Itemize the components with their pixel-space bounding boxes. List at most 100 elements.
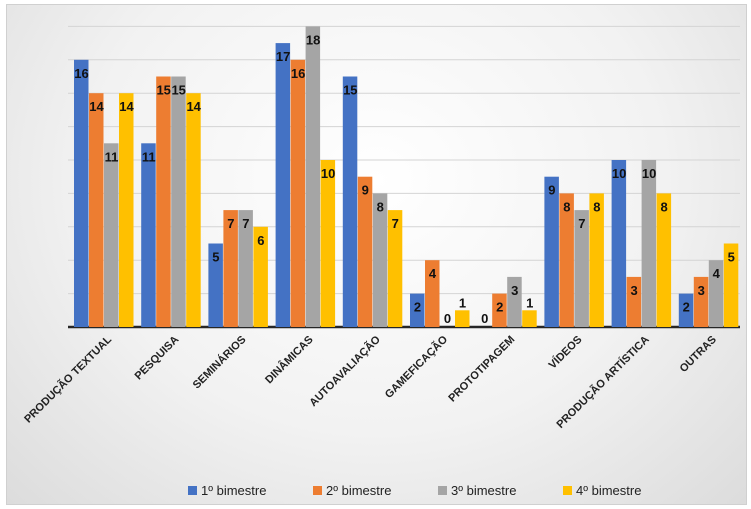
data-label: 14	[89, 99, 104, 114]
data-label: 15	[343, 83, 357, 98]
bar	[156, 76, 171, 327]
data-label: 15	[156, 83, 170, 98]
legend-label: 3º bimestre	[451, 483, 516, 498]
data-label: 7	[242, 216, 249, 231]
bar	[656, 193, 672, 327]
bar	[641, 160, 657, 327]
bar	[357, 176, 373, 327]
bars	[74, 26, 739, 328]
data-label: 2	[414, 300, 421, 315]
data-label: 8	[660, 199, 667, 214]
data-label: 0	[444, 311, 451, 326]
data-label: 4	[713, 266, 721, 281]
legend-swatch	[313, 486, 322, 495]
data-label: 16	[74, 66, 88, 81]
bar	[171, 76, 186, 327]
data-label: 1	[459, 295, 466, 310]
data-label: 15	[171, 83, 185, 98]
legend-swatch	[563, 486, 572, 495]
data-label: 6	[257, 233, 264, 248]
data-label: 3	[511, 283, 518, 298]
bar	[238, 210, 253, 327]
bar	[589, 193, 604, 327]
bar	[290, 59, 306, 328]
category-label: VÍDEOS	[546, 333, 585, 372]
bar	[559, 193, 574, 327]
data-label: 17	[276, 49, 290, 64]
data-label: 11	[142, 149, 156, 164]
bar	[455, 310, 470, 327]
legend-label: 2º bimestre	[326, 483, 391, 498]
bar	[208, 243, 223, 327]
bar	[522, 310, 537, 327]
bar	[708, 260, 724, 327]
data-label: 7	[227, 216, 234, 231]
bar	[574, 210, 589, 327]
category-label: GAMEFICAÇÃO	[382, 333, 450, 401]
bar	[611, 160, 627, 327]
legend: 1º bimestre 2º bimestre 3º bimestre 4º bime…	[188, 483, 641, 498]
data-label: 18	[306, 32, 320, 47]
bar	[372, 193, 388, 327]
data-label: 16	[291, 66, 305, 81]
bar	[693, 276, 709, 327]
bar	[723, 243, 739, 327]
data-label: 2	[496, 300, 503, 315]
bar	[119, 93, 134, 327]
category-labels: PRODUÇÃO TEXTUAL PESQUISA SEMINÁRIOS DINÂMI…	[22, 333, 719, 431]
bar	[507, 276, 522, 327]
data-label: 3	[630, 283, 637, 298]
data-label: 2	[683, 300, 690, 315]
data-label: 8	[377, 199, 384, 214]
data-label: 14	[186, 99, 201, 114]
legend-swatch	[438, 486, 447, 495]
data-label: 1	[526, 295, 533, 310]
data-label: 5	[728, 250, 735, 265]
data-label: 11	[105, 149, 119, 164]
data-label: 5	[212, 250, 219, 265]
data-label: 10	[321, 166, 335, 181]
category-label: DINÂMICAS	[262, 333, 315, 386]
legend-swatch	[188, 486, 197, 495]
bar	[104, 143, 119, 327]
category-label: PESQUISA	[133, 334, 182, 383]
bar	[626, 276, 642, 327]
legend-label: 1º bimestre	[201, 483, 266, 498]
bar	[320, 160, 336, 327]
data-label: 4	[429, 266, 437, 281]
bar	[253, 226, 268, 327]
bar	[492, 293, 507, 327]
bar	[342, 76, 358, 327]
bar	[678, 293, 694, 327]
category-label: PROTOTIPAGEM	[446, 334, 517, 405]
data-label: 7	[392, 216, 399, 231]
data-label: 10	[612, 166, 626, 181]
data-label: 0	[481, 311, 488, 326]
data-label: 10	[642, 166, 656, 181]
category-label: PRODUÇÃO TEXTUAL	[22, 333, 115, 426]
category-label: SEMINÁRIOS	[190, 333, 248, 391]
bar	[74, 59, 89, 328]
bar	[425, 260, 440, 327]
data-label: 9	[548, 183, 555, 198]
data-label: 7	[578, 216, 585, 231]
category-label: OUTRAS	[678, 334, 719, 375]
bar	[186, 93, 201, 327]
bar	[305, 26, 321, 328]
bar	[223, 210, 238, 327]
bar	[410, 293, 425, 327]
data-label: 8	[563, 199, 570, 214]
data-label: 9	[362, 183, 369, 198]
bar	[141, 143, 156, 327]
bar	[387, 210, 403, 327]
bar	[89, 93, 104, 327]
category-label: AUTOAVALIAÇÃO	[307, 333, 383, 409]
data-label: 14	[119, 99, 134, 114]
legend-label: 4º bimestre	[576, 483, 641, 498]
bar	[544, 176, 559, 327]
bar	[275, 43, 291, 327]
data-label: 3	[698, 283, 705, 298]
data-label: 8	[593, 199, 600, 214]
